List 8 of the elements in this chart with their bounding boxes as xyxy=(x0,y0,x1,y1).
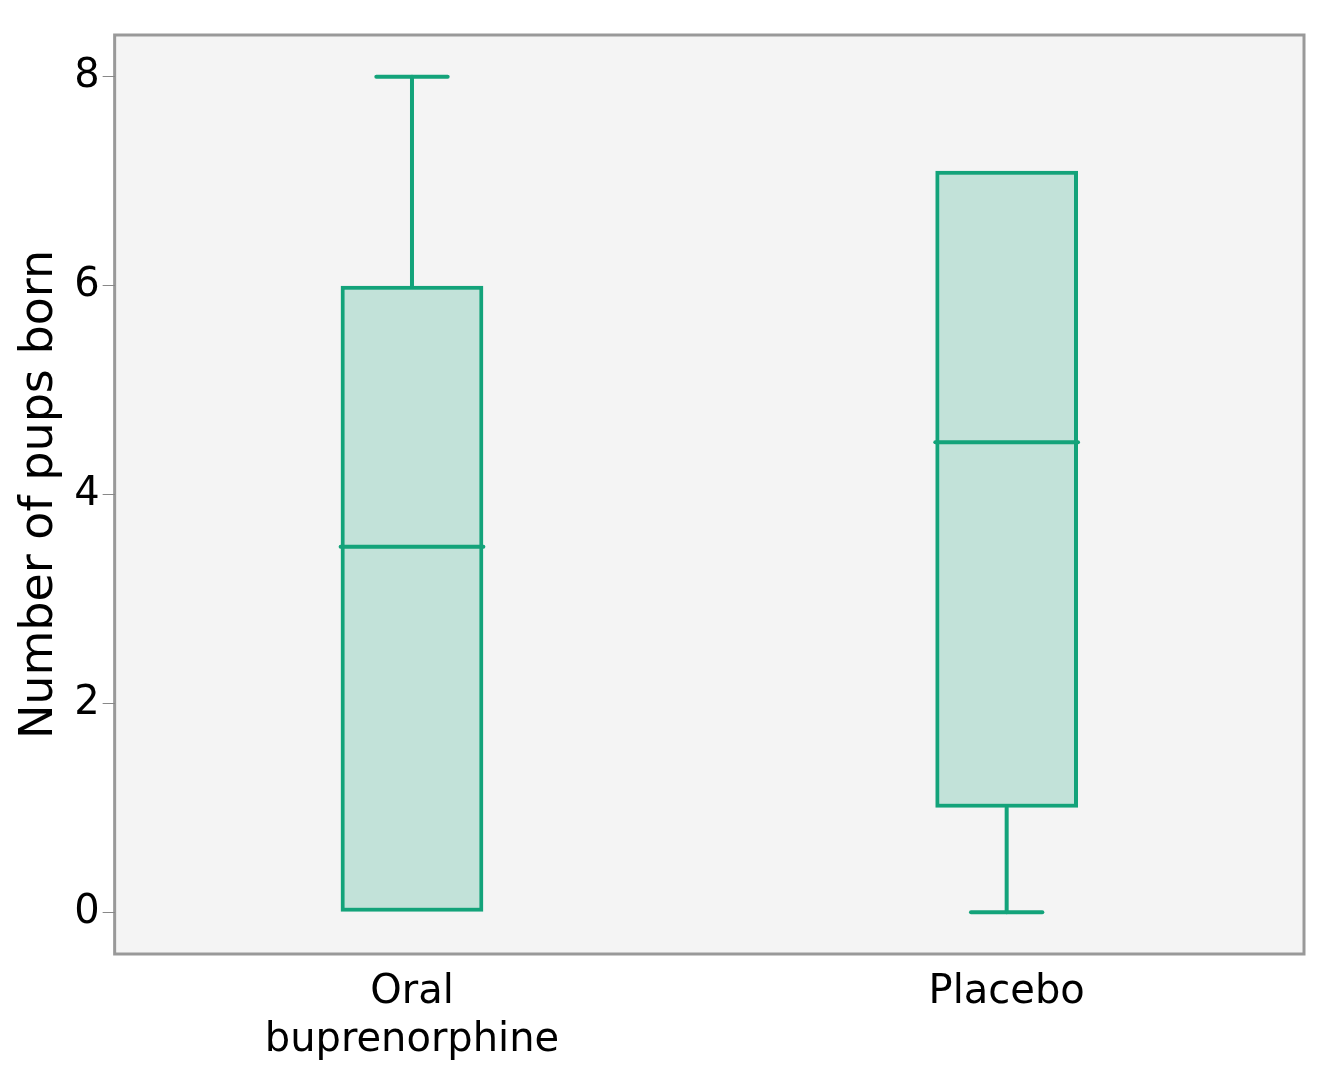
x-tick-label: Placebo xyxy=(928,966,1085,1013)
y-tick-label: 8 xyxy=(74,50,100,97)
y-tick-label: 4 xyxy=(74,467,100,514)
y-tick-label: 2 xyxy=(74,676,100,723)
x-tick-label: Oral buprenorphine xyxy=(264,966,560,1061)
y-tick-label: 6 xyxy=(74,259,100,306)
y-axis-title: Number of pups born xyxy=(8,249,63,740)
y-tick-label: 0 xyxy=(74,885,100,932)
